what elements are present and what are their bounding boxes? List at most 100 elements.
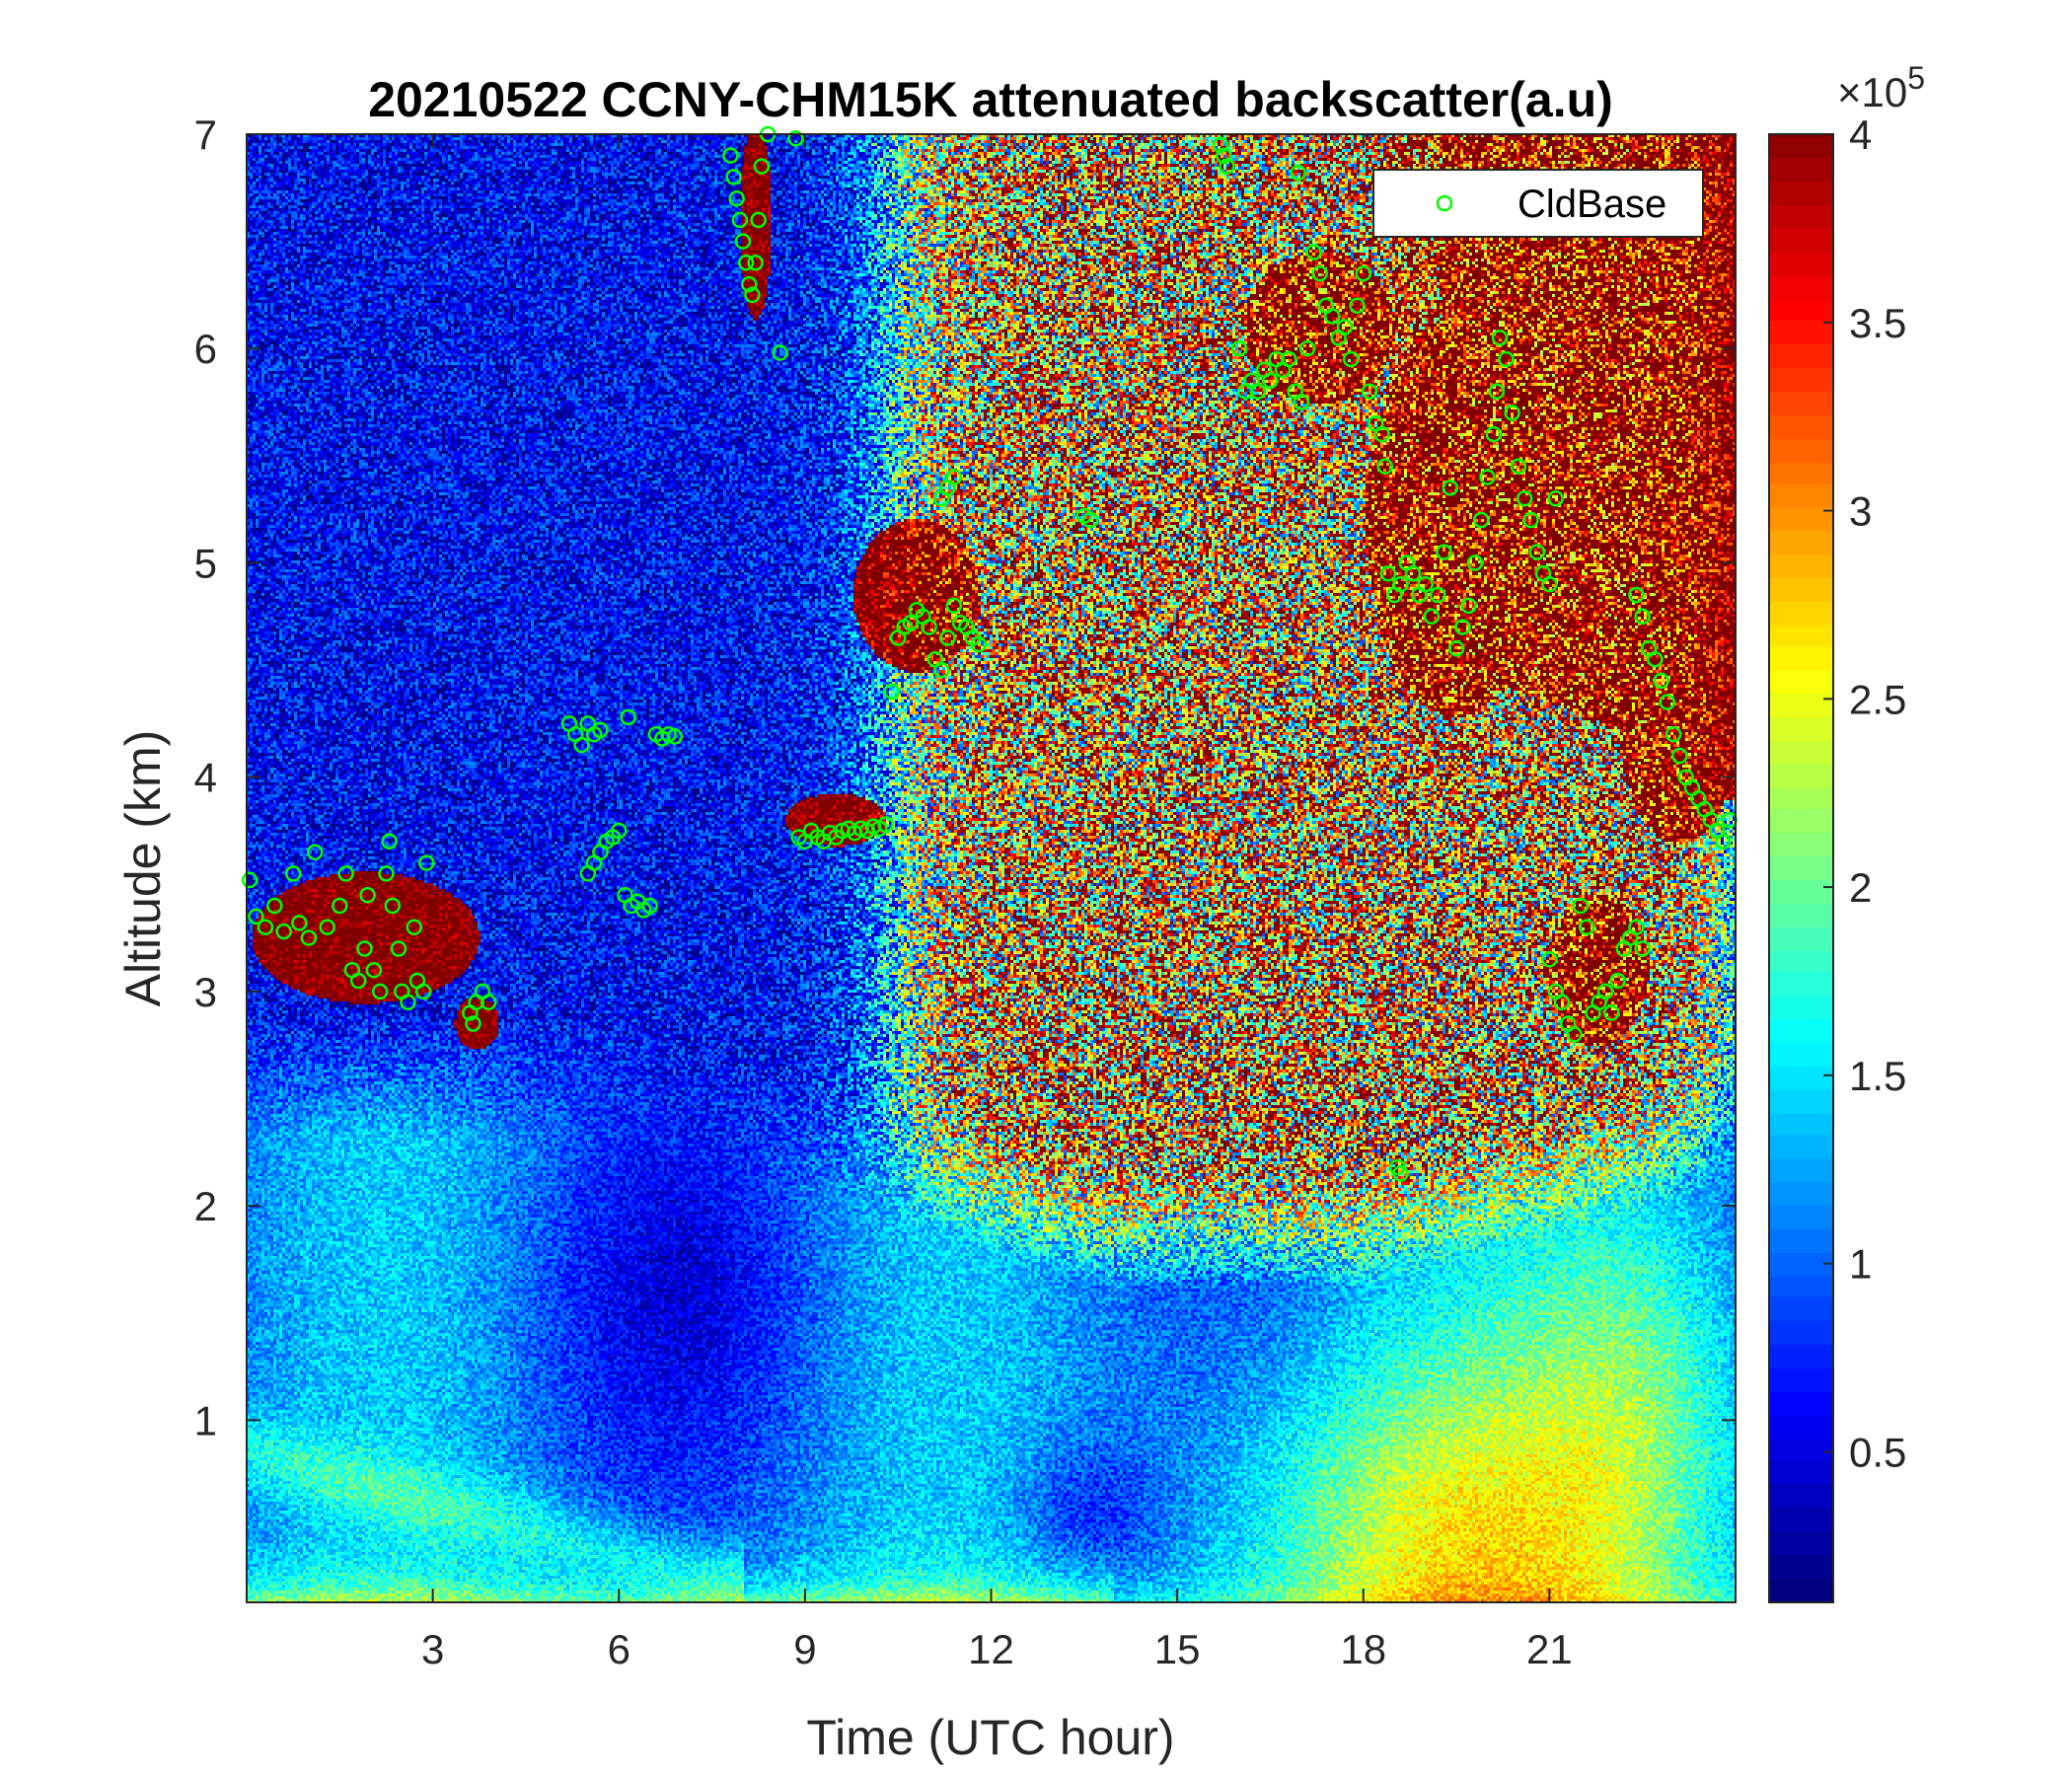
cldbase-point-144 [1447, 640, 1465, 657]
y-tick-label-6: 6 [194, 326, 217, 372]
cldbase-point-17 [371, 983, 389, 1000]
cldbase-point-16 [365, 961, 383, 979]
cldbase-point-39 [620, 708, 636, 726]
cldbase-point-54 [641, 897, 658, 915]
cldbase-point-141 [1429, 586, 1446, 604]
backscatter-heatmap [247, 134, 1736, 1602]
cldbase-point-126 [1342, 350, 1360, 368]
cldbase-point-158 [1528, 544, 1546, 560]
colorbar-tick-label-3: 2 [1849, 864, 1872, 911]
cldbase-point-19 [381, 833, 398, 851]
colorbar-tick-label-6: 3.5 [1849, 300, 1906, 346]
cldbase-point-6 [291, 915, 308, 931]
cldbase-point-56 [725, 169, 742, 185]
cldbase-point-9 [319, 919, 335, 935]
cldbase-point-125 [1336, 319, 1354, 335]
y-tick-label-4: 4 [194, 755, 217, 801]
cldbase-point-180 [1628, 586, 1645, 604]
y-tick-label-7: 7 [194, 111, 217, 158]
cldbase-point-145 [1454, 619, 1471, 635]
cldbase-point-121 [1311, 264, 1328, 282]
colorbar-tick-label-7: 4 [1849, 111, 1872, 158]
cldbase-point-98 [970, 635, 988, 653]
cldbase-point-35 [573, 736, 590, 754]
cldbase-point-164 [1541, 951, 1558, 968]
cldbase-point-195 [1721, 811, 1738, 829]
cldbase-point-127 [1349, 297, 1366, 315]
cldbase-point-10 [332, 897, 348, 915]
cldbase-point-3 [266, 897, 283, 915]
cldbase-point-157 [1522, 511, 1539, 529]
legend: CldBase [1372, 169, 1704, 238]
x-tick-label-9: 9 [793, 1626, 816, 1672]
cldbase-point-90 [921, 619, 937, 635]
cldbase-point-64 [750, 211, 767, 229]
x-axis-label: Time (UTC hour) [806, 1710, 1174, 1765]
cldbase-point-24 [406, 919, 423, 935]
y-tick-label-2: 2 [194, 1183, 217, 1229]
cldbase-point-87 [902, 615, 920, 631]
cldbase-point-179 [1634, 940, 1651, 957]
cldbase-point-65 [753, 158, 771, 175]
cldbase-point-107 [1230, 339, 1248, 357]
x-tick-label-6: 6 [608, 1626, 630, 1672]
cldbase-point-1 [248, 908, 264, 925]
cldbase-point-2 [257, 919, 274, 935]
cldbase-point-147 [1466, 555, 1484, 571]
cldbase-point-163 [1392, 1165, 1409, 1182]
cldbase-point-137 [1404, 565, 1422, 582]
cldbase-point-183 [1647, 650, 1664, 668]
cldbase-point-67 [772, 344, 788, 361]
cldbase-point-153 [1498, 350, 1515, 368]
cldbase-point-186 [1665, 725, 1682, 743]
cldbase-point-43 [666, 728, 684, 745]
cldbase-point-185 [1659, 694, 1676, 710]
cldbase-point-150 [1485, 425, 1503, 443]
colorbar-box [1768, 133, 1834, 1603]
cldbase-point-20 [384, 897, 402, 915]
cldbase-point-29 [465, 1015, 481, 1032]
legend-label-cldbase: CldBase [1517, 183, 1666, 226]
cldbase-point-4 [275, 923, 292, 940]
cldbase-point-154 [1504, 405, 1520, 421]
cldbase-point-181 [1634, 608, 1651, 626]
x-tick-label-21: 21 [1526, 1626, 1573, 1672]
cldbase-point-14 [356, 940, 373, 957]
cldbase-point-63 [747, 255, 764, 271]
cldbase-point-92 [932, 661, 950, 679]
colorbar-gradient [1769, 134, 1833, 1602]
cldbase-point-133 [1379, 565, 1397, 582]
cldbase-point-115 [1281, 350, 1297, 368]
cldbase-point-38 [592, 721, 609, 739]
colorbar-tick-label-5: 3 [1849, 488, 1872, 535]
cldbase-point-175 [1609, 972, 1626, 990]
cloud-base-points [241, 125, 1738, 1182]
cldbase-point-7 [300, 929, 318, 946]
cldbase-point-160 [1541, 575, 1558, 593]
cldbase-point-61 [741, 275, 758, 293]
colorbar-exponent-base: ×10 [1837, 69, 1907, 115]
cldbase-point-55 [722, 147, 739, 164]
cldbase-point-178 [1628, 919, 1645, 935]
colorbar-exponent: ×105 [1837, 60, 1925, 115]
cldbase-point-13 [349, 972, 367, 990]
cldbase-point-139 [1417, 575, 1434, 593]
colorbar-tick-label-1: 1 [1849, 1241, 1872, 1288]
x-axis-ticks: 3 6 9 12 15 18 21 [421, 134, 1573, 1672]
y-tick-label-1: 1 [194, 1397, 217, 1443]
cldbase-point-173 [1596, 983, 1614, 1000]
cldbase-point-49 [611, 822, 628, 840]
cldbase-point-59 [734, 233, 752, 250]
cldbase-point-155 [1510, 458, 1527, 475]
cldbase-point-129 [1361, 383, 1378, 400]
cldbase-point-132 [1376, 458, 1394, 475]
cldbase-point-93 [939, 629, 956, 646]
x-tick-label-12: 12 [968, 1626, 1014, 1672]
cldbase-point-146 [1460, 597, 1477, 615]
cldbase-point-140 [1423, 608, 1441, 626]
cldbase-point-5 [284, 865, 302, 882]
cldbase-point-123 [1324, 308, 1341, 325]
cldbase-point-194 [1715, 833, 1732, 851]
cldbase-point-118 [1298, 339, 1316, 357]
